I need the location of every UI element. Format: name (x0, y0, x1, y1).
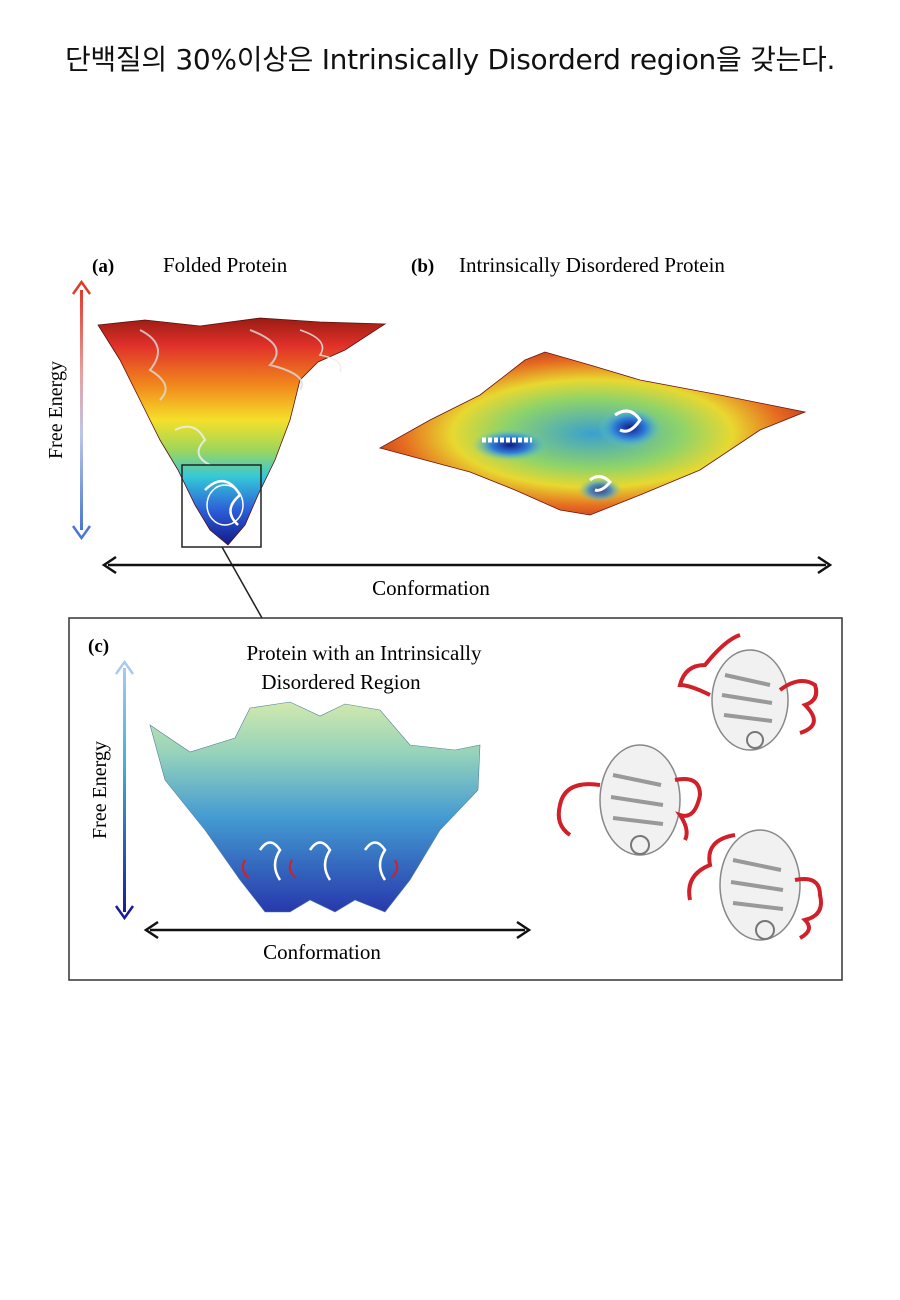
panel-a-title: Folded Protein (163, 253, 288, 277)
idp-landscape (378, 351, 807, 516)
panel-c-free-energy-arrow (114, 659, 135, 921)
protein-structure-left (556, 744, 703, 856)
free-energy-arrow (71, 279, 92, 541)
free-energy-axis-label: Free Energy (45, 361, 67, 459)
protein-structure-top (677, 633, 819, 751)
zoom-box (181, 464, 262, 548)
zoom-connector (221, 546, 263, 619)
conformation-axis-label: Conformation (372, 576, 490, 600)
protein-structure-bottom (687, 829, 823, 941)
panel-c-free-energy-label: Free Energy (89, 741, 111, 839)
panel-c-title-line1: Protein with an Intrinsically (246, 641, 482, 665)
panel-c-conformation-label: Conformation (263, 940, 381, 964)
panel-b-title: Intrinsically Disordered Protein (459, 253, 725, 277)
panel-c-letter: (c) (88, 636, 109, 657)
panel-b-letter: (b) (411, 256, 434, 277)
idr-landscape (149, 701, 481, 913)
panel-c-conformation-arrow (143, 920, 532, 940)
panel-c-frame (68, 617, 843, 981)
folded-protein-funnel (97, 317, 387, 546)
conformation-arrow (101, 555, 833, 575)
page-headline: 단백질의 30%이상은 Intrinsically Disorderd regi… (64, 43, 836, 76)
panel-a-letter: (a) (92, 256, 114, 277)
panel-c-title-line2: Disordered Region (261, 670, 421, 694)
